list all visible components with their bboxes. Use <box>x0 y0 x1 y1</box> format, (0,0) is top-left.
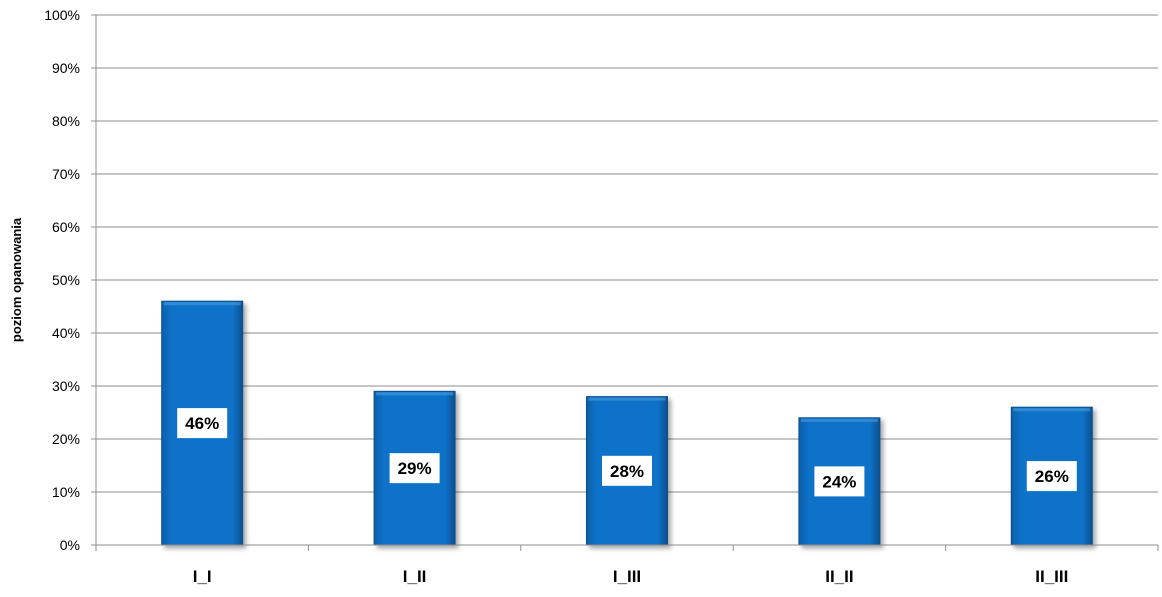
x-tick-label: II_II <box>825 567 853 586</box>
axes <box>95 15 1159 551</box>
y-axis-label: poziom opanowania <box>9 217 24 342</box>
data-labels: 46% 29% 28% 24% 26% <box>177 408 1077 497</box>
y-tick-label: 10% <box>52 484 80 500</box>
x-axis-tick-labels: I_I I_II I_III II_II II_III <box>193 567 1069 586</box>
y-tick-label: 60% <box>52 219 80 235</box>
y-axis-tick-labels: 0% 10% 20% 30% 40% 50% 60% 70% 80% 90% 100% <box>44 7 80 553</box>
bars <box>161 300 1093 546</box>
data-label-box <box>814 466 865 497</box>
y-tick-label: 30% <box>52 378 80 394</box>
y-tick-label: 40% <box>52 325 80 341</box>
x-tick-label: I_III <box>613 567 641 586</box>
y-tick-label: 0% <box>60 537 80 553</box>
y-tick-label: 20% <box>52 431 80 447</box>
data-label: 46% <box>185 414 219 433</box>
data-label-box <box>177 408 228 439</box>
data-label-box <box>389 453 440 484</box>
data-label: 26% <box>1035 467 1069 486</box>
data-label-box <box>1026 461 1077 492</box>
data-label: 24% <box>822 472 856 491</box>
x-tick-label: II_III <box>1035 567 1068 586</box>
x-tick-label: I_II <box>403 567 427 586</box>
data-label: 28% <box>610 462 644 481</box>
y-tick-label: 70% <box>52 166 80 182</box>
x-tick-label: I_I <box>193 567 212 586</box>
bar-highlight <box>588 397 666 401</box>
gridlines <box>91 14 1158 546</box>
data-label-box <box>602 455 652 486</box>
y-tick-label: 80% <box>52 113 80 129</box>
bar-highlight <box>376 392 454 396</box>
bar-highlight <box>163 302 241 306</box>
bar-highlight <box>1013 408 1091 412</box>
y-tick-label: 100% <box>44 7 80 23</box>
bar-highlight <box>800 418 878 422</box>
data-label: 29% <box>398 459 432 478</box>
y-tick-label: 50% <box>52 272 80 288</box>
y-tick-label: 90% <box>52 60 80 76</box>
